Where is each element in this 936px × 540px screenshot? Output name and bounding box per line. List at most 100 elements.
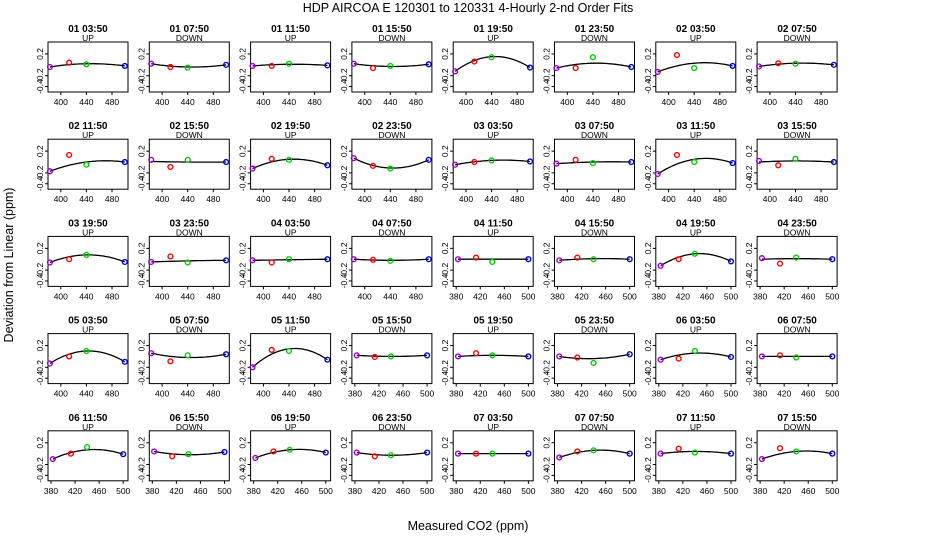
- x-tick-label: 500: [521, 291, 535, 301]
- x-tick-label: 440: [586, 97, 600, 107]
- panel-title: 06 03:50: [676, 316, 716, 327]
- panel-frame: [554, 430, 635, 482]
- data-point: [525, 256, 532, 263]
- y-tick-label: -0.2: [238, 68, 248, 83]
- panel-mode: DOWN: [378, 325, 405, 335]
- panel-frame: [47, 430, 129, 482]
- x-tick-label: 380: [449, 486, 463, 496]
- data-point: [775, 60, 782, 67]
- x-tick-label: 480: [510, 194, 524, 204]
- y-tick-label: -0.2: [238, 263, 248, 278]
- data-point: [167, 163, 174, 171]
- panel-frame: [148, 41, 230, 93]
- x-tick-label: 440: [79, 389, 93, 399]
- data-point: [184, 64, 191, 71]
- y-tick-label: 0.2: [542, 145, 552, 157]
- y-tick-label: 0.2: [643, 145, 653, 157]
- x-tick-label: 480: [308, 97, 322, 107]
- panel-title: 04 03:50: [271, 218, 311, 229]
- y-tick-label: 0.2: [339, 48, 349, 60]
- data-point: [654, 68, 661, 75]
- panel-title: 02 15:50: [170, 121, 210, 132]
- panel-title: 04 23:50: [777, 218, 817, 229]
- x-tick-label: 400: [358, 97, 372, 107]
- data-point: [673, 151, 681, 159]
- data-point: [322, 449, 329, 456]
- panel-frame: [655, 41, 737, 93]
- data-point: [83, 251, 90, 258]
- panel-mode: DOWN: [784, 325, 811, 335]
- fit-curve: [660, 450, 732, 455]
- x-tick-label: 400: [358, 291, 372, 301]
- data-point: [489, 258, 496, 266]
- y-tick-label: -0.4: [136, 79, 146, 94]
- y-tick-label: -0.2: [440, 165, 450, 180]
- data-point: [758, 255, 766, 262]
- y-axis-label: Deviation from Linear (ppm): [2, 188, 16, 343]
- data-point: [268, 346, 275, 354]
- x-tick-label: 440: [383, 194, 397, 204]
- panel-mode: DOWN: [176, 325, 203, 335]
- y-tick-label: 0.2: [238, 437, 248, 449]
- y-tick-label: -0.4: [643, 468, 653, 483]
- data-point: [675, 445, 682, 452]
- y-tick-label: 0.2: [440, 145, 450, 157]
- data-point: [729, 62, 736, 70]
- data-point: [526, 64, 534, 71]
- panel-frame: [655, 430, 737, 482]
- data-point: [755, 157, 763, 165]
- panel-frame: [250, 333, 332, 385]
- x-tick-label: 440: [788, 97, 802, 107]
- y-tick-label: -0.4: [238, 273, 248, 288]
- y-tick-label: 0.2: [643, 48, 653, 60]
- data-point: [776, 445, 784, 452]
- panel-mode: DOWN: [176, 130, 203, 140]
- data-point: [169, 453, 176, 460]
- y-tick-label: -0.4: [744, 371, 754, 386]
- panel-mode: UP: [690, 422, 702, 432]
- y-tick-label: 0.2: [339, 339, 349, 351]
- y-tick-label: -0.2: [136, 165, 146, 180]
- x-tick-label: 480: [814, 97, 828, 107]
- panel-frame: [452, 333, 534, 385]
- x-tick-label: 400: [662, 194, 676, 204]
- panel-mode: DOWN: [581, 422, 608, 432]
- y-tick-label: -0.4: [35, 273, 45, 288]
- panel-frame: [351, 333, 433, 385]
- data-point: [371, 353, 378, 361]
- y-tick-label: -0.2: [35, 68, 45, 83]
- data-point: [454, 450, 462, 457]
- panel-mode: UP: [690, 130, 702, 140]
- y-tick-label: 0.2: [440, 48, 450, 60]
- panel-title: 05 03:50: [68, 316, 108, 327]
- data-point: [223, 61, 230, 68]
- y-tick-label: 0.2: [744, 145, 754, 157]
- x-tick-label: 500: [521, 486, 535, 496]
- y-tick-label: -0.2: [542, 457, 552, 472]
- y-tick-label: -0.4: [643, 176, 653, 191]
- y-tick-label: -0.4: [440, 176, 450, 191]
- data-point: [488, 157, 495, 164]
- data-point: [626, 351, 633, 358]
- panel-title: 04 15:50: [575, 218, 615, 229]
- x-tick-label: 440: [181, 97, 195, 107]
- panel-title: 06 19:50: [271, 413, 311, 424]
- panel-mode: DOWN: [176, 33, 203, 43]
- panel-mode: DOWN: [784, 422, 811, 432]
- panel-mode: UP: [487, 325, 499, 335]
- x-tick-label: 440: [282, 194, 296, 204]
- x-tick-label: 380: [652, 291, 666, 301]
- data-point: [350, 60, 357, 67]
- data-point: [83, 161, 90, 168]
- panel-title: 05 15:50: [372, 316, 412, 327]
- panel-frame: [655, 138, 737, 190]
- y-tick-label: -0.2: [643, 263, 653, 278]
- y-tick-label: 0.2: [542, 242, 552, 254]
- data-point: [657, 262, 664, 269]
- data-point: [727, 258, 735, 265]
- y-tick-label: -0.4: [136, 273, 146, 288]
- y-tick-label: -0.2: [238, 165, 248, 180]
- x-tick-label: 480: [611, 194, 625, 204]
- fit-curve: [252, 158, 328, 170]
- panel-mode: DOWN: [784, 227, 811, 237]
